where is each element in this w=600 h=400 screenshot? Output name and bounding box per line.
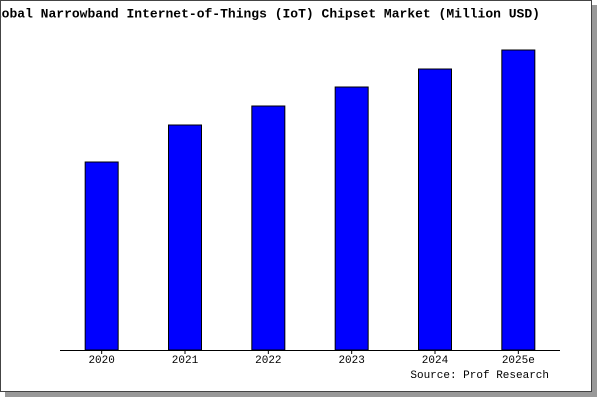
x-tick-label: 2020 bbox=[88, 355, 114, 367]
x-tick-label: 2023 bbox=[338, 355, 364, 367]
bar bbox=[418, 68, 452, 351]
x-tick-label: 2024 bbox=[422, 355, 449, 367]
bar bbox=[84, 161, 119, 351]
bar bbox=[251, 105, 286, 351]
bar bbox=[334, 86, 369, 351]
chart-title: Global Narrowband Internet-of-Things (Io… bbox=[0, 6, 540, 21]
x-tick-label: 2025e bbox=[502, 355, 535, 367]
source-note: Source: Prof Research bbox=[410, 370, 549, 382]
x-tick-label: 2022 bbox=[255, 355, 281, 367]
bar bbox=[168, 124, 202, 351]
title-clip: Global Narrowband Internet-of-Things (Io… bbox=[0, 6, 540, 21]
bar bbox=[501, 49, 536, 351]
x-tick-label: 2021 bbox=[172, 355, 199, 367]
